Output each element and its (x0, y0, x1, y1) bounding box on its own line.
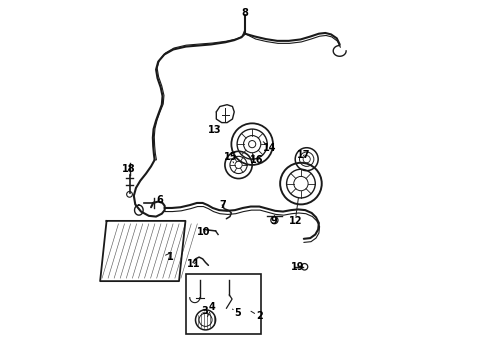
Text: 1: 1 (167, 252, 174, 262)
Text: 11: 11 (187, 258, 201, 269)
Text: 5: 5 (234, 308, 241, 318)
Text: 19: 19 (292, 262, 305, 272)
Text: 10: 10 (197, 227, 211, 237)
Text: 14: 14 (263, 143, 277, 153)
Text: 7: 7 (219, 200, 226, 210)
Bar (186, 274, 262, 334)
Text: 17: 17 (297, 150, 311, 160)
Text: 16: 16 (250, 155, 264, 165)
Text: 2: 2 (256, 311, 263, 321)
Text: 8: 8 (242, 8, 248, 18)
Text: 9: 9 (270, 216, 277, 226)
Text: 4: 4 (209, 302, 216, 312)
Text: 12: 12 (289, 216, 302, 226)
Text: 13: 13 (208, 125, 221, 135)
Text: 15: 15 (224, 152, 238, 162)
Text: 18: 18 (122, 164, 135, 174)
Text: 6: 6 (156, 195, 163, 205)
Text: 3: 3 (201, 306, 208, 316)
